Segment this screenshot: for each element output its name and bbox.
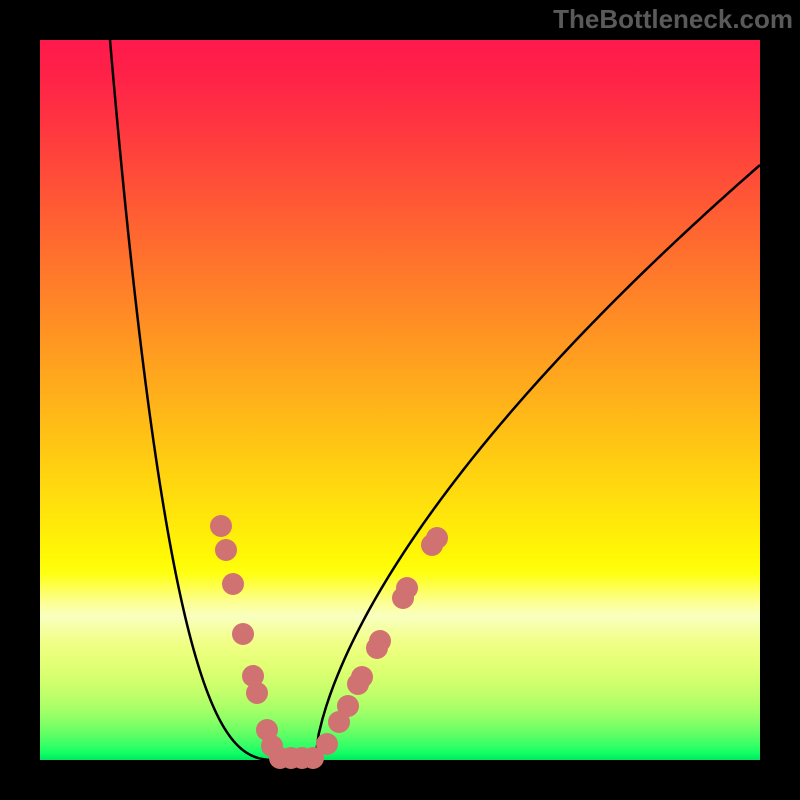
data-marker [222,573,244,595]
data-marker [426,527,448,549]
data-marker [246,682,268,704]
data-marker [210,515,232,537]
chart-svg [0,0,800,800]
chart-container: TheBottleneck.com [0,0,800,800]
data-marker [215,539,237,561]
data-marker [232,623,254,645]
data-marker [316,733,338,755]
data-marker [337,695,359,717]
data-marker [369,630,391,652]
data-marker [351,666,373,688]
data-marker [396,577,418,599]
